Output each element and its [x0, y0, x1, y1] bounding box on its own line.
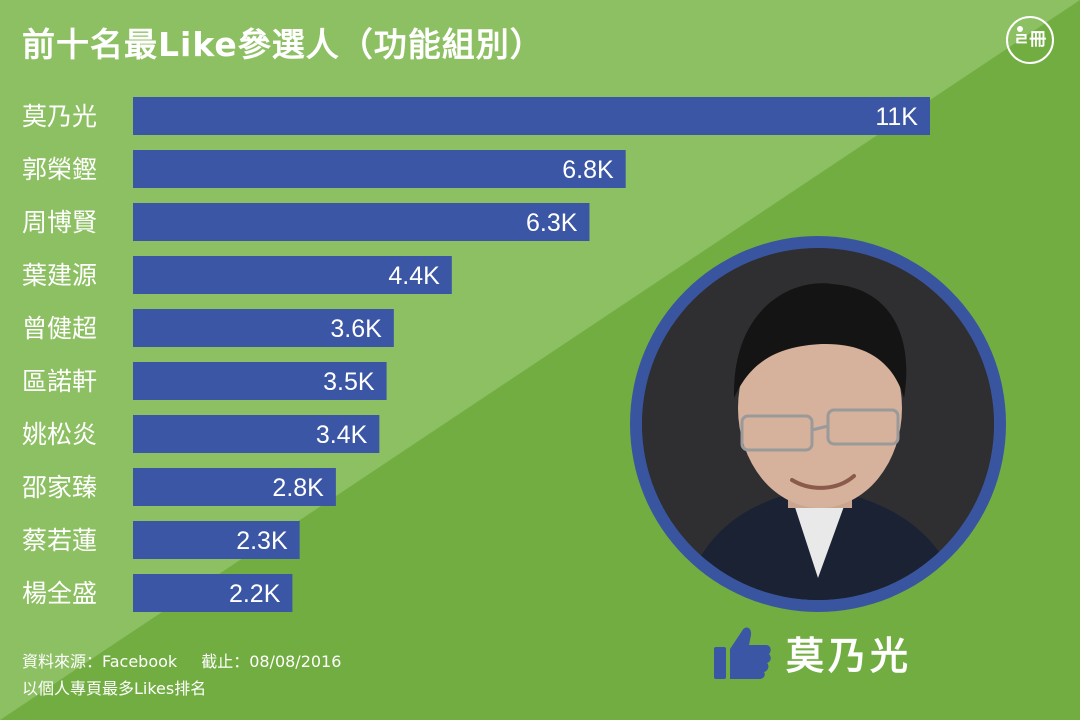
featured-candidate: 莫乃光 [712, 620, 912, 684]
value-label: 11K [875, 103, 918, 131]
value-label: 3.6K [330, 315, 382, 343]
category-label: 邵家臻 [22, 473, 97, 502]
logo-text: ㄹ冊 [1013, 29, 1047, 50]
bar [133, 256, 452, 294]
bar [133, 150, 626, 188]
value-label: 2.3K [236, 527, 288, 555]
bar [133, 309, 394, 347]
value-label: 4.4K [388, 262, 440, 290]
source-label: 資料來源：Facebook [22, 652, 178, 671]
category-label: 楊全盛 [22, 579, 97, 608]
bar [133, 521, 300, 559]
logo-dot [1017, 26, 1023, 32]
category-label: 蔡若蓮 [22, 526, 97, 555]
value-label: 3.4K [316, 421, 368, 449]
category-label: 曾健超 [22, 314, 97, 343]
bar [133, 574, 293, 612]
value-label: 2.8K [272, 474, 324, 502]
candidate-photo [642, 248, 994, 600]
value-label: 2.2K [229, 580, 281, 608]
footer-line-1: 資料來源：Facebook 截止：08/08/2016 [22, 648, 341, 675]
bar [133, 468, 336, 506]
value-label: 3.5K [323, 368, 375, 396]
featured-candidate-name: 莫乃光 [786, 633, 913, 678]
thumbs-up-icon [714, 627, 771, 679]
category-label: 莫乃光 [22, 102, 97, 131]
brand-logo: ㄹ冊 [1006, 16, 1054, 64]
ranking-note: 以個人專頁最多Likes排名 [22, 679, 207, 698]
category-label: 郭榮鏗 [22, 155, 97, 184]
bar [133, 203, 590, 241]
bar [133, 415, 380, 453]
bar [133, 97, 930, 135]
category-label: 區諾軒 [22, 367, 97, 396]
footer-notes: 資料來源：Facebook 截止：08/08/2016 以個人專頁最多Likes排… [22, 648, 341, 702]
chart-title: 前十名最Like參選人（功能組別） [22, 25, 544, 64]
candidate-photo-frame [630, 236, 1006, 612]
value-label: 6.8K [562, 156, 614, 184]
category-label: 周博賢 [22, 208, 97, 237]
category-label: 葉建源 [22, 261, 97, 290]
value-label: 6.3K [526, 209, 578, 237]
bar [133, 362, 387, 400]
cutoff-label: 截止：08/08/2016 [201, 652, 342, 671]
category-label: 姚松炎 [22, 420, 97, 449]
